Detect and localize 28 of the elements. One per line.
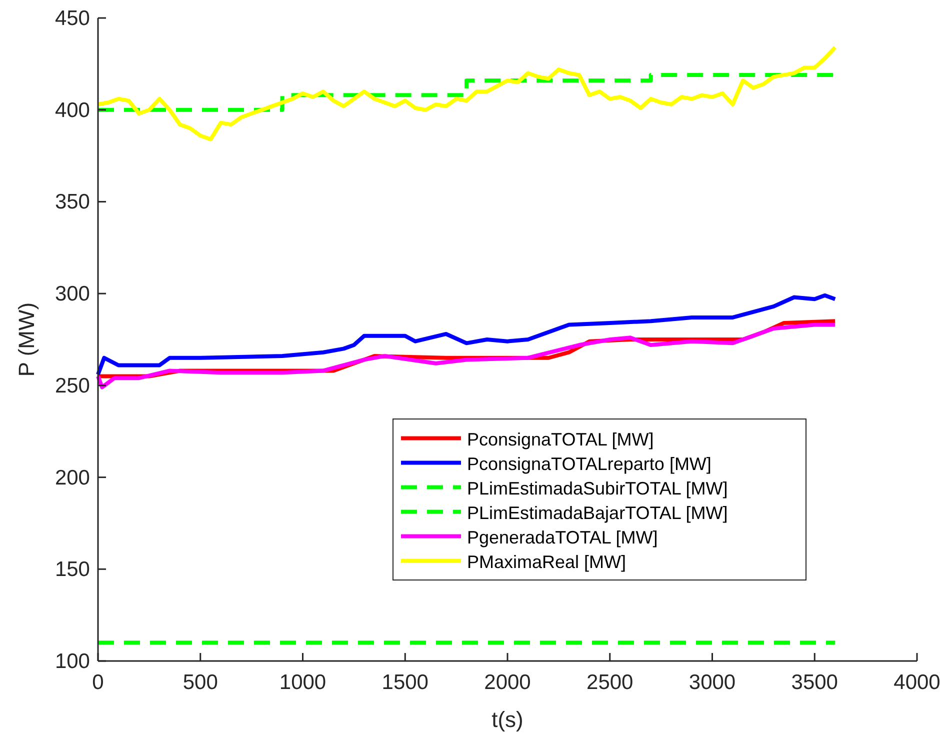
legend-label: PMaximaReal [MW]	[467, 552, 626, 572]
legend-label: PconsignaTOTALreparto [MW]	[467, 454, 712, 474]
y-tick-label: 300	[54, 282, 90, 306]
y-axis-title: P (MW)	[14, 302, 39, 377]
x-tick-label: 3500	[791, 671, 838, 694]
x-tick-label: 0	[92, 671, 104, 694]
y-tick-label: 100	[54, 650, 90, 673]
y-tick-label: 350	[54, 190, 90, 214]
legend-label: PLimEstimadaBajarTOTAL [MW]	[467, 502, 728, 523]
x-tick-label: 500	[182, 671, 218, 694]
line-series	[96, 293, 838, 376]
x-tick-label: 1500	[382, 671, 428, 694]
x-tick-label: 1000	[279, 671, 326, 694]
legend-label: PconsignaTOTAL [MW]	[467, 429, 654, 450]
y-tick-label: 250	[54, 374, 90, 398]
y-tick-label: 450	[54, 7, 90, 30]
line-series	[96, 322, 838, 390]
line-series	[96, 45, 838, 142]
x-tick-label: 2000	[484, 671, 531, 694]
y-tick-label: 200	[54, 466, 90, 490]
y-tick-label: 150	[54, 558, 90, 582]
x-axis-title: t(s)	[492, 707, 524, 732]
legend-label: PgeneradaTOTAL [MW]	[467, 527, 658, 548]
y-tick-label: 400	[54, 98, 90, 122]
legend-label: PLimEstimadaSubirTOTAL [MW]	[467, 478, 728, 498]
x-tick-label: 2500	[586, 671, 634, 694]
x-tick-label: 3000	[688, 671, 736, 694]
x-tick-label: 4000	[894, 671, 940, 694]
